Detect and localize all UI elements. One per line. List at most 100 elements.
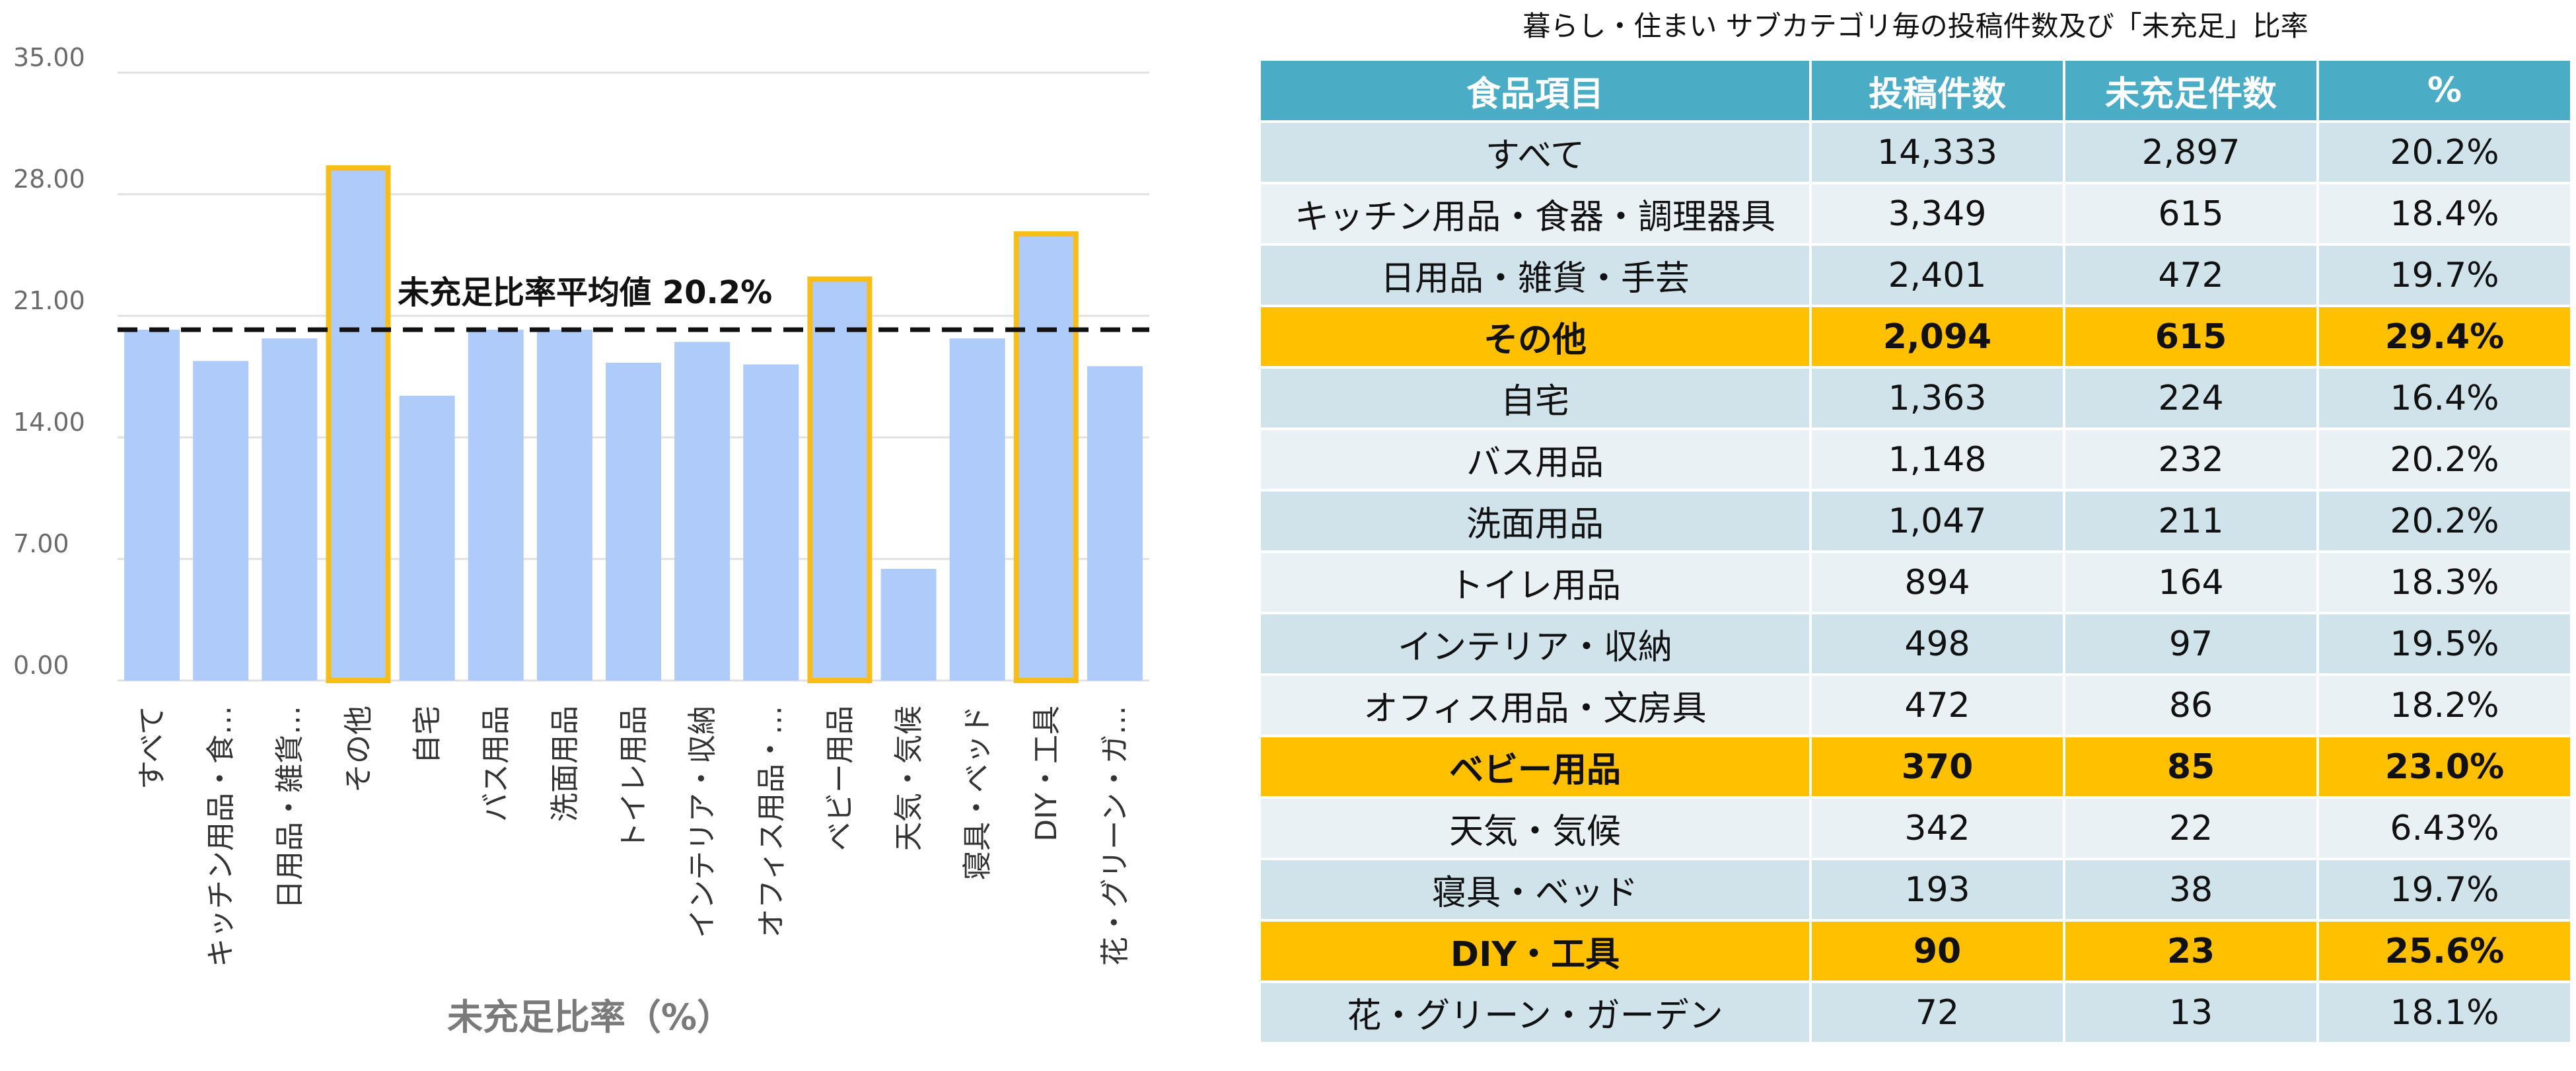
bar xyxy=(1018,236,1074,681)
table-cell: 18.1% xyxy=(2316,980,2573,1045)
bar xyxy=(262,338,318,681)
bar xyxy=(193,361,249,681)
table-cell: 6.43% xyxy=(2316,796,2573,860)
highlight-border xyxy=(807,276,873,683)
x-tick-label: インテリア・収納 xyxy=(686,706,719,938)
table-cell: 18.2% xyxy=(2316,673,2573,737)
table-cell: 342 xyxy=(1809,796,2065,860)
y-tick-label: 0.00 xyxy=(13,651,69,680)
x-tick-label: ベビー用品 xyxy=(823,706,857,851)
x-tick-label: その他 xyxy=(341,706,375,793)
table-cell: 211 xyxy=(2063,489,2319,553)
x-tick-label: DIY・工具 xyxy=(1030,706,1063,842)
table-cell: トイレ用品 xyxy=(1258,550,1812,614)
bar xyxy=(880,568,937,681)
table-cell: 2,094 xyxy=(1809,305,2065,369)
table-cell: 14,333 xyxy=(1809,120,2065,184)
x-axis-category-labels: すべて キッチン用品・食… 日用品・雑貨… その他 自宅 バス用品 洗面用品 トイレ用品 インテ… xyxy=(135,706,1132,967)
table-cell: 花・グリーン・ガーデン xyxy=(1258,980,1812,1045)
table-row: 花・グリーン・ガーデン 72 13 18.1% xyxy=(1258,980,2573,1045)
table-cell: 18.3% xyxy=(2316,550,2573,614)
table-cell: 38 xyxy=(2063,858,2319,922)
x-tick-label: 洗面用品 xyxy=(548,706,582,822)
table-cell: オフィス用品・文房具 xyxy=(1258,673,1812,737)
table-cell: 370 xyxy=(1809,735,2065,799)
table-cell: 894 xyxy=(1809,550,2065,614)
x-tick-label: 日用品・雑貨… xyxy=(273,706,306,909)
x-tick-label: 花・グリーン・ガ… xyxy=(1098,706,1132,966)
x-tick-label: オフィス用品・… xyxy=(754,706,788,938)
table-header-row: 食品項目 投稿件数 未充足件数 % xyxy=(1258,58,2573,123)
table-cell: その他 xyxy=(1258,305,1812,369)
bar xyxy=(743,364,799,681)
table-cell: キッチン用品・食器・調理器具 xyxy=(1258,182,1812,246)
table-cell: 86 xyxy=(2063,673,2319,737)
table-cell: 3,349 xyxy=(1809,182,2065,246)
table-cell: 2,401 xyxy=(1809,243,2065,307)
average-reference-label: 未充足比率平均値 20.2% xyxy=(398,274,772,311)
table-cell: 23.0% xyxy=(2316,735,2573,799)
x-tick-label: キッチン用品・食… xyxy=(204,706,238,967)
data-table: 食品項目 投稿件数 未充足件数 % すべて 14,333 2,897 20.2% キッチ… xyxy=(1258,58,2573,1045)
bar-chart: 0.00 7.00 14.00 21.00 28.00 35.00 未充足比率平均値 20… xyxy=(13,43,1149,1038)
column-header-item: 食品項目 xyxy=(1258,58,1812,123)
y-axis-tick-labels: 0.00 7.00 14.00 21.00 28.00 35.00 xyxy=(13,43,85,680)
highlight-borders xyxy=(326,165,1079,684)
column-header-post-count: 投稿件数 xyxy=(1809,58,2065,123)
x-tick-label: すべて xyxy=(135,706,169,790)
table-cell: 19.7% xyxy=(2316,858,2573,922)
bars xyxy=(124,170,1143,681)
table-row: DIY・工具 90 23 25.6% xyxy=(1258,919,2573,983)
x-tick-label: バス用品 xyxy=(480,706,513,822)
x-axis-title: 未充足比率（%） xyxy=(447,996,733,1038)
table-row: 自宅 1,363 224 16.4% xyxy=(1258,366,2573,430)
table-cell: 164 xyxy=(2063,550,2319,614)
bar xyxy=(124,330,180,681)
bar xyxy=(812,281,868,681)
bar xyxy=(468,330,524,681)
table-cell: 25.6% xyxy=(2316,919,2573,983)
table-cell: 19.5% xyxy=(2316,612,2573,676)
table-cell: 498 xyxy=(1809,612,2065,676)
x-tick-label: 寝具・ベッド xyxy=(961,706,995,880)
table-cell: 2,897 xyxy=(2063,120,2319,184)
table-cell: 85 xyxy=(2063,735,2319,799)
table-cell: 90 xyxy=(1809,919,2065,983)
table-row: 天気・気候 342 22 6.43% xyxy=(1258,796,2573,860)
bar xyxy=(399,395,455,681)
bar xyxy=(330,170,386,681)
table-cell: ベビー用品 xyxy=(1258,735,1812,799)
table-row: バス用品 1,148 232 20.2% xyxy=(1258,427,2573,492)
table-row: すべて 14,333 2,897 20.2% xyxy=(1258,120,2573,184)
highlight-border xyxy=(1013,231,1079,684)
bar xyxy=(949,338,1005,681)
table-cell: 1,148 xyxy=(1809,427,2065,492)
bar xyxy=(536,330,592,681)
table-cell: 23 xyxy=(2063,919,2319,983)
bar xyxy=(1087,366,1143,681)
table-row: 日用品・雑貨・手芸 2,401 472 19.7% xyxy=(1258,243,2573,307)
table-cell: バス用品 xyxy=(1258,427,1812,492)
y-tick-label: 35.00 xyxy=(13,43,85,72)
y-tick-label: 28.00 xyxy=(13,165,85,194)
table-cell: インテリア・収納 xyxy=(1258,612,1812,676)
table-cell: 20.2% xyxy=(2316,489,2573,553)
table-row: インテリア・収納 498 97 19.5% xyxy=(1258,612,2573,676)
table-cell: DIY・工具 xyxy=(1258,919,1812,983)
table-cell: 20.2% xyxy=(2316,427,2573,492)
table-cell: 232 xyxy=(2063,427,2319,492)
table-cell: 18.4% xyxy=(2316,182,2573,246)
table-cell: 天気・気候 xyxy=(1258,796,1812,860)
table-cell: 22 xyxy=(2063,796,2319,860)
column-header-percent: % xyxy=(2316,58,2573,123)
table-cell: 472 xyxy=(1809,673,2065,737)
table-cell: 1,363 xyxy=(1809,366,2065,430)
table-cell: 1,047 xyxy=(1809,489,2065,553)
table-cell: 20.2% xyxy=(2316,120,2573,184)
table-cell: 29.4% xyxy=(2316,305,2573,369)
table-row: その他 2,094 615 29.4% xyxy=(1258,305,2573,369)
table-cell: 193 xyxy=(1809,858,2065,922)
table-cell: 97 xyxy=(2063,612,2319,676)
highlight-border xyxy=(326,165,391,683)
table-cell: 224 xyxy=(2063,366,2319,430)
